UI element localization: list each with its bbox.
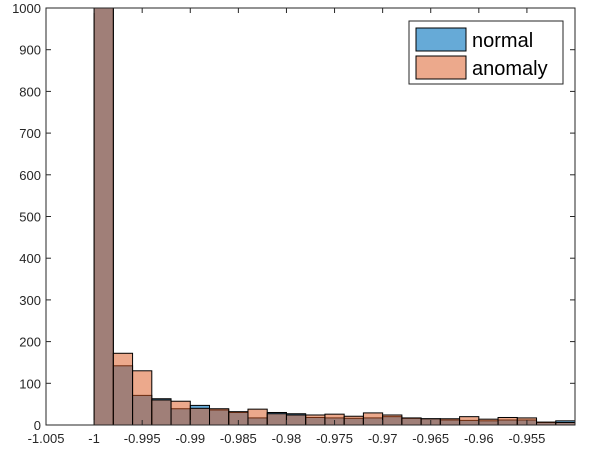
anomaly-bar <box>189 407 211 426</box>
x-tick-label: -0.975 <box>316 431 353 446</box>
x-tick-label: -0.97 <box>368 431 398 446</box>
x-tick-label: -1 <box>88 431 100 446</box>
y-tick-label: 800 <box>19 84 41 99</box>
anomaly-bar <box>478 418 499 426</box>
y-tick-label: 300 <box>19 293 41 308</box>
y-tick-label: 900 <box>19 43 41 58</box>
x-axis: -1.005 -1 -0.995 -0.99 -0.985 -0.98 -0.975 -0.9… <box>28 8 545 446</box>
x-tick-label: -0.99 <box>175 431 205 446</box>
y-tick-label: 600 <box>19 168 41 183</box>
anomaly-bar <box>112 352 134 426</box>
x-tick-label: -0.98 <box>272 431 302 446</box>
anomaly-bar <box>382 414 403 426</box>
anomaly-bar <box>305 414 326 426</box>
anomaly-bar <box>132 370 153 426</box>
anomaly-bar <box>343 415 364 426</box>
x-tick-label: -0.985 <box>220 431 257 446</box>
x-tick-label: -1.005 <box>28 431 65 446</box>
anomaly-bar <box>439 418 461 426</box>
anomaly-bar <box>247 408 268 426</box>
y-axis: 0 100 200 300 400 500 600 700 800 900 1000 <box>12 1 575 433</box>
y-tick-label: 1000 <box>12 1 41 16</box>
y-tick-label: 400 <box>19 251 41 266</box>
legend-swatch-normal <box>415 27 467 52</box>
legend: normal anomaly <box>408 20 564 85</box>
legend-label-anomaly: anomaly <box>472 58 548 80</box>
x-tick-label: -0.995 <box>124 431 161 446</box>
anomaly-bar <box>151 399 172 426</box>
y-tick-label: 500 <box>19 210 41 225</box>
y-tick-label: 100 <box>19 376 41 391</box>
y-tick-label: 0 <box>34 418 41 433</box>
y-tick-label: 700 <box>19 126 41 141</box>
anomaly-bar <box>209 408 230 426</box>
x-tick-label: -0.955 <box>508 431 545 446</box>
anomaly-bar <box>362 412 384 426</box>
anomaly-bar <box>266 413 287 426</box>
legend-swatch-anomaly <box>415 55 467 80</box>
anomaly-bar <box>497 416 518 426</box>
x-tick-label: -0.965 <box>412 431 449 446</box>
anomaly-bar <box>285 414 307 426</box>
y-tick-label: 200 <box>19 335 41 350</box>
anomaly-bar <box>170 400 191 426</box>
anomaly-bar <box>93 7 114 426</box>
legend-label-normal: normal <box>472 30 533 52</box>
anomaly-bar <box>459 416 480 426</box>
x-tick-label: -0.96 <box>464 431 494 446</box>
anomaly-bar <box>401 417 422 426</box>
